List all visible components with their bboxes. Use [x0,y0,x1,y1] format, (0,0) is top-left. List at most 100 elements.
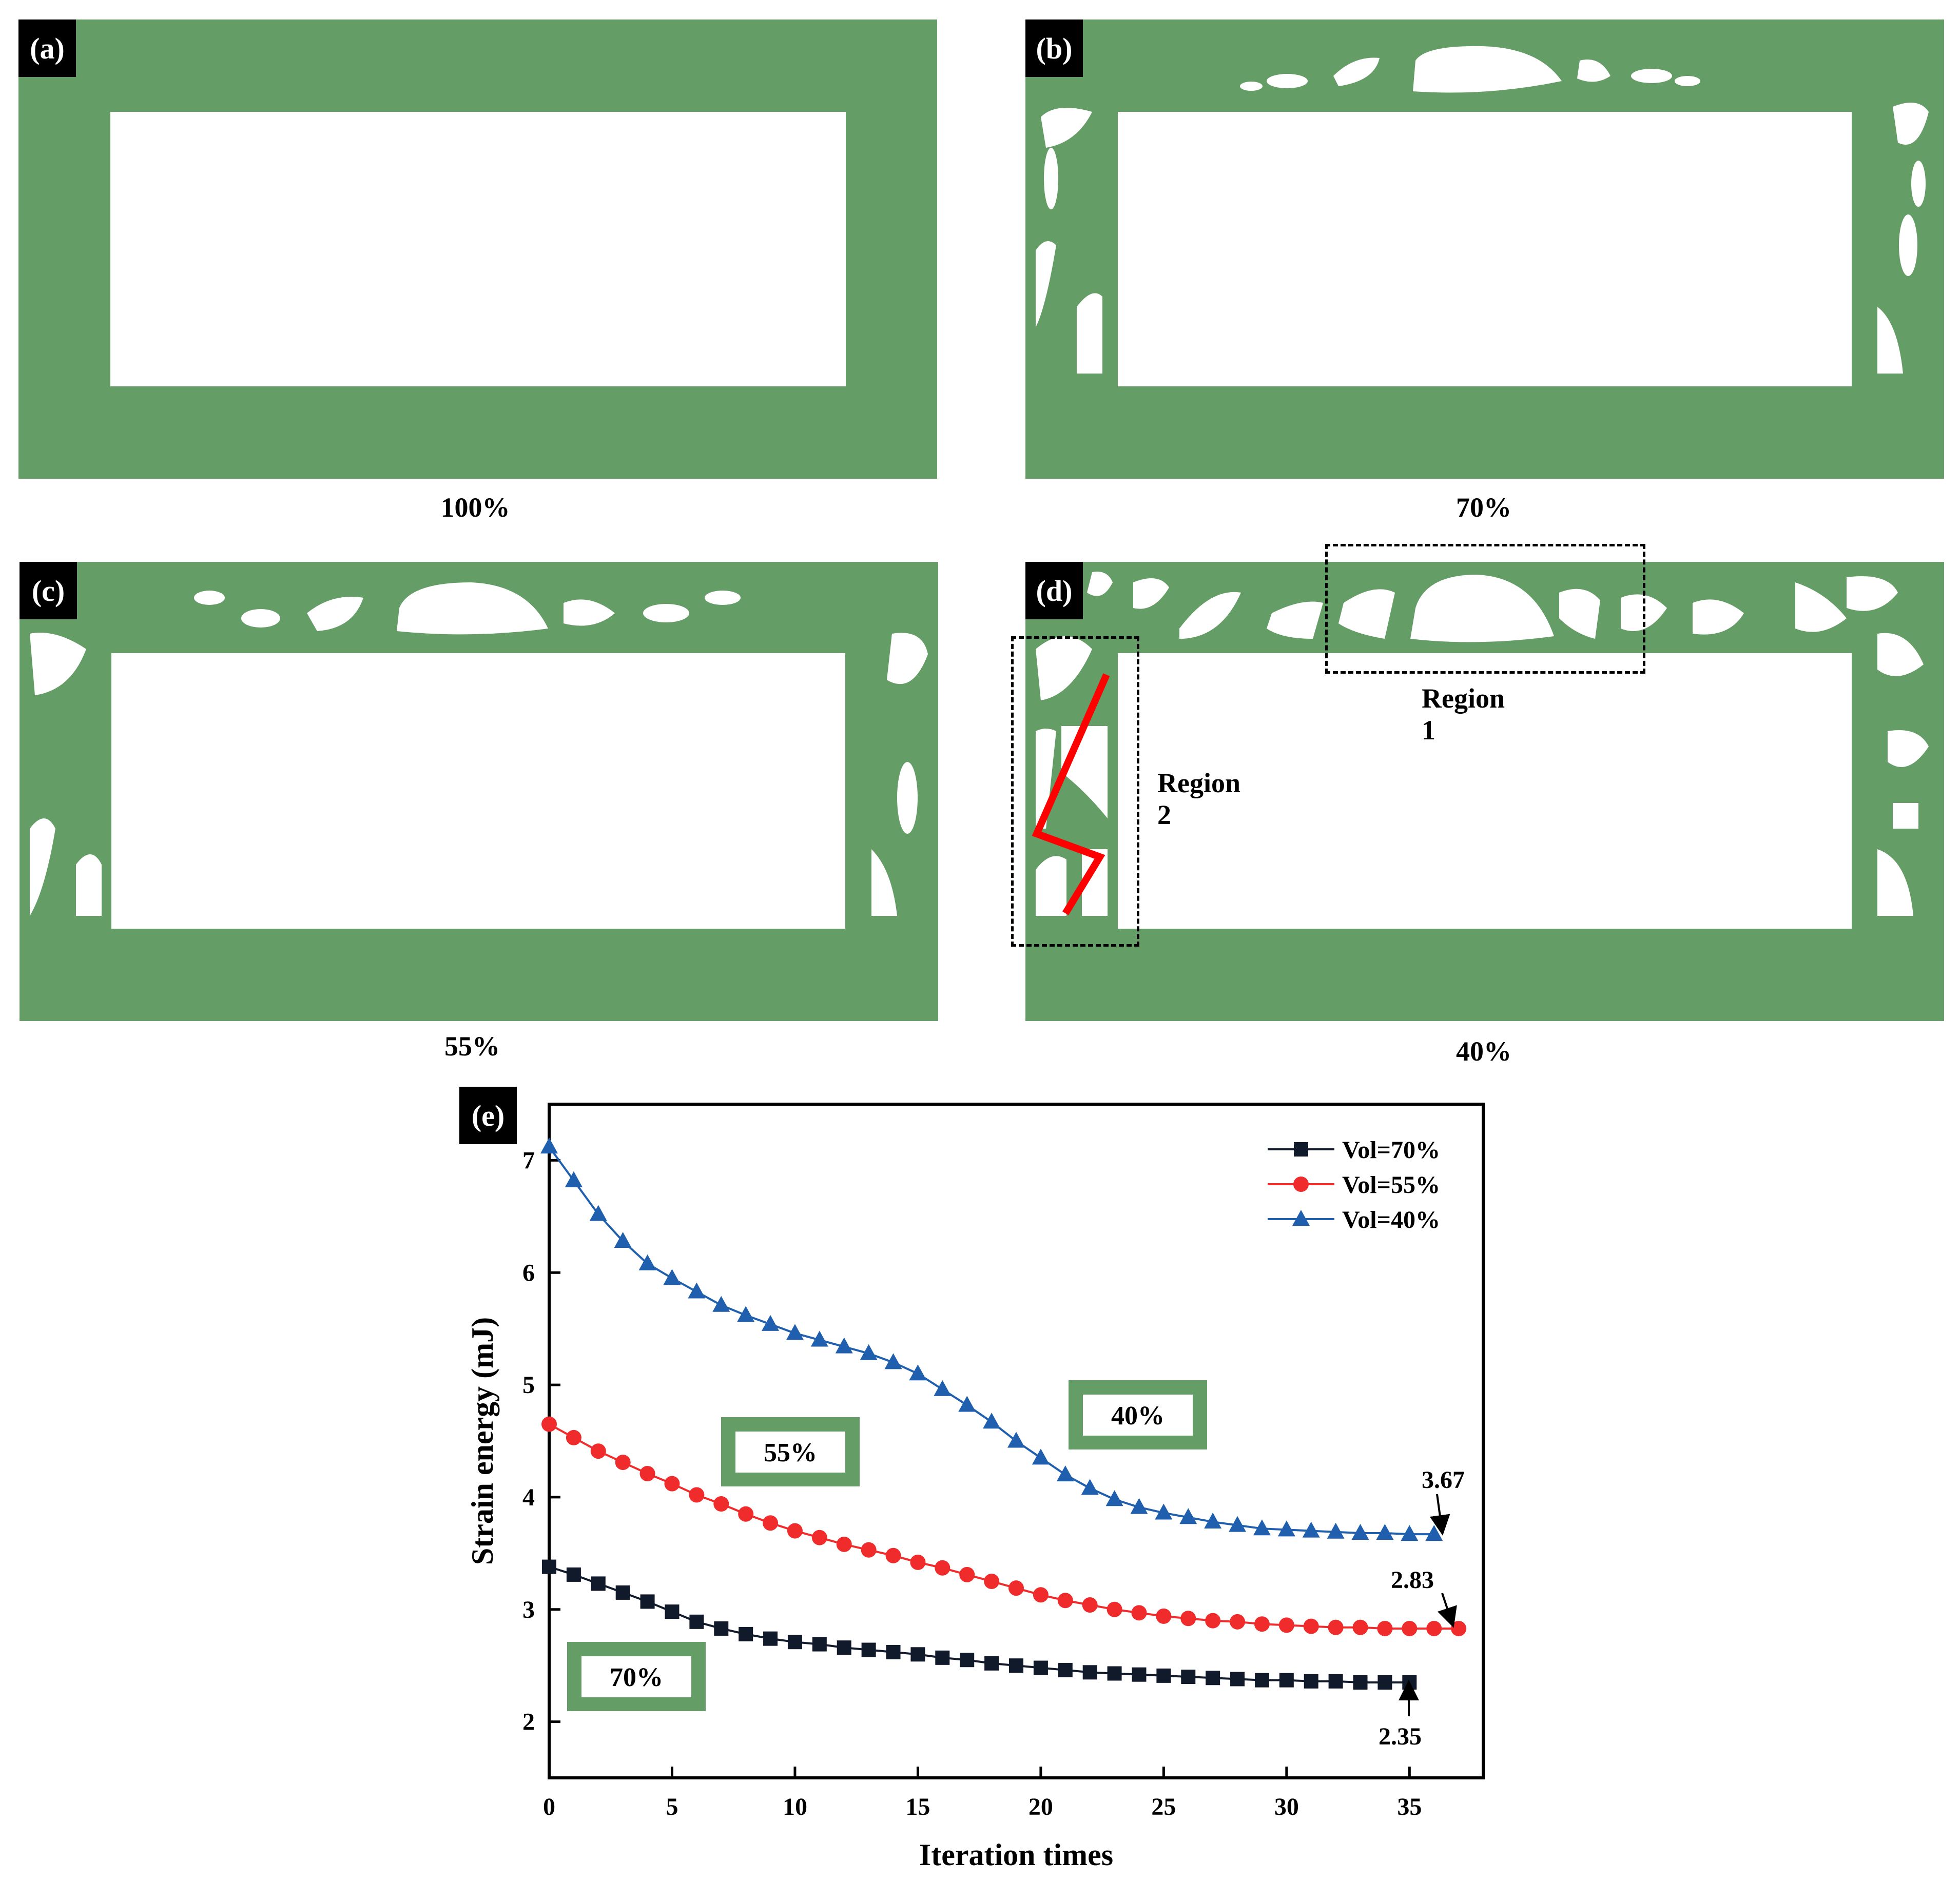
data-point [1033,1587,1049,1603]
x-tick-label: 10 [783,1793,807,1820]
data-point [1082,1665,1097,1680]
data-point [1007,1432,1025,1448]
data-point [663,1269,681,1285]
data-point [885,1547,901,1563]
region-1-box [1325,544,1645,674]
frame-opening [111,653,845,929]
data-point [1131,1605,1147,1621]
data-point [1426,1620,1442,1636]
data-point [763,1515,779,1531]
region-1-label: Region 1 [1422,683,1505,746]
data-point [837,1640,851,1655]
panel-tag: (c) [20,562,77,619]
data-point [1032,1448,1050,1465]
inset-label: 40% [1111,1401,1165,1431]
data-point [984,1656,999,1671]
data-point [1377,1675,1392,1690]
x-axis-label: Iteration times [919,1838,1113,1872]
data-point [934,1380,952,1396]
data-point [861,1642,876,1657]
data-point [689,1487,705,1503]
data-point [1206,1671,1220,1686]
panel-caption: 40% [1456,1036,1511,1067]
region-2-red-line [1032,673,1110,915]
data-point [1229,1516,1247,1532]
inset-opening [735,1432,845,1473]
data-point [739,1627,753,1641]
data-point [713,1496,729,1512]
panel-caption: 70% [1456,492,1511,523]
data-point [1155,1503,1173,1520]
data-point [886,1644,901,1659]
data-point [1352,1619,1368,1635]
data-point [786,1324,804,1340]
series-1 [542,1559,1417,1690]
data-point [640,1594,655,1609]
value-annotation: 2.83 [1391,1566,1457,1628]
legend-entry: Vol=55% [1268,1171,1440,1199]
y-tick-label: 4 [522,1484,535,1511]
data-point [565,1171,583,1187]
data-point [1377,1620,1393,1636]
data-point [1180,1611,1196,1627]
panel-caption: 55% [444,1031,500,1062]
panel-caption: 100% [440,492,510,523]
data-point [1304,1674,1318,1689]
series-2 [541,1416,1467,1636]
y-tick-label: 5 [522,1371,535,1399]
annotation-arrow [1437,1593,1457,1628]
inset-opening [1083,1395,1193,1436]
inset-label: 55% [764,1438,817,1467]
data-point [1351,1523,1369,1540]
data-point [1401,1525,1419,1541]
data-point [1008,1580,1024,1596]
data-point [1451,1620,1467,1636]
data-point [1132,1667,1147,1682]
data-point [1279,1673,1294,1688]
data-point [1253,1519,1271,1536]
data-point [983,1413,1001,1429]
topology-voids [1036,46,1929,374]
data-point [1204,1513,1222,1529]
data-point [1107,1601,1122,1617]
data-point [1033,1660,1048,1675]
data-point [712,1296,730,1312]
series-line [548,1146,1434,1536]
data-point [1230,1614,1246,1630]
data-point [1205,1613,1221,1629]
legend-label: Vol=40% [1342,1206,1440,1233]
data-point [541,1416,557,1432]
data-point [1425,1525,1443,1541]
data-point [1130,1498,1148,1514]
data-point [615,1455,631,1471]
data-point [737,1306,755,1322]
panel-tag: (b) [1025,19,1083,77]
data-point [714,1621,729,1636]
data-point [1105,1490,1123,1506]
data-point [1082,1597,1098,1613]
data-point [812,1637,827,1652]
data-point [664,1476,680,1492]
data-point [910,1554,926,1570]
legend-marker [1294,1142,1308,1157]
data-point [1057,1593,1073,1609]
inset-label: 70% [610,1663,663,1692]
data-point [540,1138,558,1154]
data-point [960,1653,975,1668]
annotation-label: 3.67 [1422,1466,1465,1494]
legend-entry: Vol=70% [1268,1137,1440,1164]
y-tick-label: 7 [522,1147,535,1174]
data-point [1179,1508,1197,1524]
data-point [738,1506,754,1522]
x-tick-label: 0 [543,1793,555,1820]
data-point [787,1523,803,1539]
frame-opening [1118,653,1852,929]
inset-thumbnail: 40% [1069,1380,1207,1449]
data-point [1327,1522,1345,1539]
data-point [1328,1674,1343,1689]
series-line [549,1423,1459,1630]
data-point [959,1566,975,1582]
data-point [638,1254,656,1270]
data-point [1181,1670,1196,1684]
